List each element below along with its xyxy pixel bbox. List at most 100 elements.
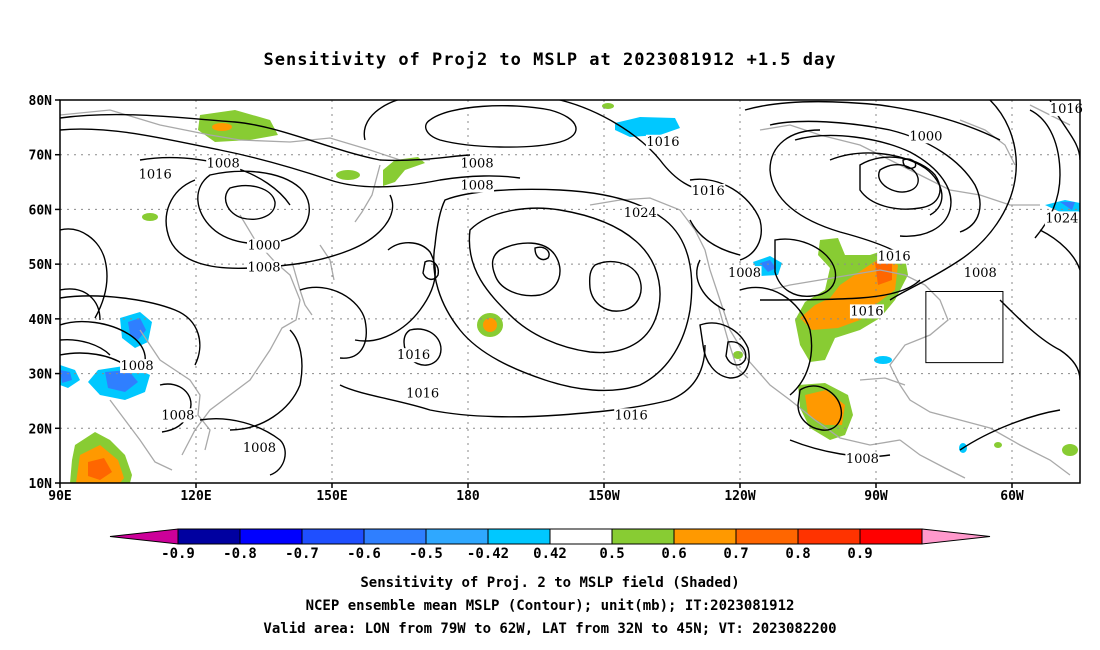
colorbar-swatch [859, 528, 923, 545]
contour-label: 1008 [121, 359, 154, 374]
positive-region [142, 213, 158, 221]
lat-tick-label: 10N [29, 477, 53, 492]
colorbar-swatch [425, 528, 489, 545]
colorbar-tick-label: -0.7 [285, 546, 319, 562]
negative-region [615, 117, 680, 137]
colorbar-tick-label: -0.8 [223, 546, 257, 562]
positive-region [602, 103, 614, 109]
lon-tick-label: 150E [316, 489, 347, 504]
contour-label-bg [877, 249, 912, 264]
lon-tick-label: 90E [48, 489, 71, 504]
colorbar-swatch [239, 528, 303, 545]
caption-line-1: Sensitivity of Proj. 2 to MSLP field (Sh… [360, 575, 740, 591]
colorbar-swatch [487, 528, 551, 545]
contour-label-bg [247, 260, 281, 275]
colorbar-tick-label: 0.42 [533, 546, 567, 562]
lon-tick-label: 90W [864, 489, 888, 504]
positive-region [383, 157, 425, 186]
positive-region [483, 318, 497, 332]
contour-label: 1000 [247, 239, 280, 254]
negative-region [105, 370, 138, 392]
colorbar-swatch [735, 528, 799, 545]
contour-label: 1008 [964, 266, 997, 281]
colorbar-swatch [797, 528, 861, 545]
positive-region [336, 170, 360, 180]
map-frame [59, 99, 1081, 484]
contour-label-bg [206, 156, 241, 171]
contour-label-bg [623, 205, 658, 220]
contour-label: 1008 [161, 408, 194, 423]
colorbar-tick-label: 0.5 [599, 546, 624, 562]
valid-area-box [925, 291, 1004, 364]
contour-label: 1024 [1045, 211, 1078, 226]
positive-region [994, 442, 1002, 448]
lat-tick-label: 70N [29, 149, 53, 164]
contour-label: 1008 [461, 179, 494, 194]
positive-region [875, 262, 892, 285]
positive-region [805, 390, 845, 425]
contour-label-bg [845, 452, 880, 467]
contour-label: 1016 [615, 408, 648, 423]
contour-label-bg [460, 156, 495, 171]
map-title: Sensitivity of Proj2 to MSLP at 20230819… [263, 50, 837, 70]
contour-label-bg [120, 359, 155, 374]
contour-label: 1024 [624, 206, 657, 221]
lat-tick-label: 20N [29, 422, 53, 437]
contour-label-bg [1049, 101, 1084, 116]
contour-label: 1016 [397, 348, 430, 363]
contour-label-bg [963, 266, 998, 281]
contour-label-bg [247, 238, 281, 253]
contour-label: 1016 [878, 250, 911, 265]
lat-tick-label: 40N [29, 313, 53, 328]
negative-region [760, 260, 776, 272]
lat-tick-label: 50N [29, 258, 53, 273]
colorbar-tick-label: 0.9 [847, 546, 872, 562]
contour-label-bg [405, 386, 440, 401]
caption-line-3: Valid area: LON from 79W to 62W, LAT fro… [263, 621, 837, 637]
colorbar-swatch [363, 528, 427, 545]
positive-region [733, 351, 743, 359]
contour-label: 1008 [728, 266, 761, 281]
colorbar-tick-label: 0.7 [723, 546, 748, 562]
lon-tick-label: 120E [180, 489, 211, 504]
contour-label-bg [460, 178, 495, 193]
longitude-labels: 90E 120E 150E 180 150W 120W 90W 60W [48, 483, 1024, 504]
colorbar-swatch [549, 528, 613, 545]
positive-region [212, 123, 232, 131]
contour-label-bg [138, 167, 173, 182]
coastlines [60, 104, 1071, 479]
contour-label-bg [160, 408, 195, 423]
negative-region [1045, 200, 1080, 212]
positive-region [800, 258, 898, 330]
colorbar-tick-label: 0.6 [661, 546, 686, 562]
colorbar-swatch [611, 528, 675, 545]
contour-label-layer: 1016 1008 1008 1008 1000 1008 1008 1008 1008 1016… [120, 101, 1084, 467]
contour-label-bg [645, 134, 680, 149]
contour-label: 1016 [139, 168, 172, 183]
contour-label: 1016 [646, 135, 679, 150]
colorbar-tick-label: -0.42 [467, 546, 509, 562]
contour-label: 1016 [1050, 102, 1083, 117]
lon-tick-label: 180 [456, 489, 480, 504]
colorbar [109, 528, 991, 545]
contour-label-bg [396, 348, 431, 363]
contour-label: 1016 [850, 304, 883, 319]
contour-label-bg [242, 441, 277, 456]
lon-tick-label: 120W [724, 489, 755, 504]
contour-label: 1008 [207, 157, 240, 172]
contour-label-bg [849, 304, 884, 319]
lon-tick-label: 60W [1000, 489, 1024, 504]
lat-tick-label: 30N [29, 368, 53, 383]
contour-label-bg [727, 266, 762, 281]
lat-tick-label: 60N [29, 203, 53, 218]
sensitivity-shading [60, 103, 1080, 483]
positive-region [1062, 444, 1078, 456]
colorbar-tick-label: -0.6 [347, 546, 381, 562]
colorbar-swatch [301, 528, 365, 545]
contour-label: 1016 [692, 184, 725, 199]
lon-tick-label: 150W [588, 489, 619, 504]
contour-label: 1008 [243, 441, 276, 456]
colorbar-labels: -0.9 -0.8 -0.7 -0.6 -0.5 -0.42 0.42 0.5 0.6 0.7 0.… [161, 546, 873, 562]
contour-label: 1008 [247, 261, 280, 276]
